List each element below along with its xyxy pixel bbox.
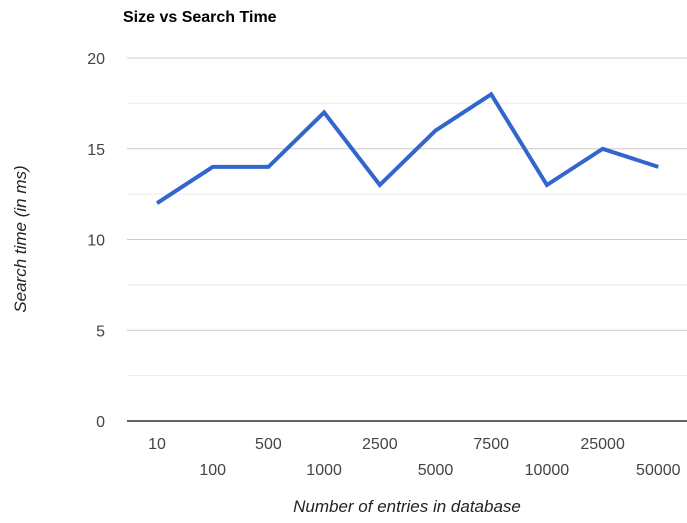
x-axis-title: Number of entries in database	[293, 497, 521, 516]
data-point	[378, 183, 382, 187]
y-tick-label: 20	[87, 51, 105, 68]
data-point	[601, 147, 605, 151]
data-point	[266, 165, 270, 169]
y-tick-label: 0	[96, 414, 105, 431]
x-tick-label: 7500	[473, 436, 509, 453]
series-layer	[155, 91, 660, 205]
x-tick-label: 10	[148, 436, 166, 453]
data-point	[434, 129, 438, 133]
data-point	[211, 165, 215, 169]
gridlines	[127, 57, 687, 422]
data-point	[489, 92, 493, 96]
x-tick-label: 2500	[362, 436, 398, 453]
x-tick-label: 100	[199, 462, 226, 479]
chart-title: Size vs Search Time	[123, 9, 277, 26]
y-tick-label: 10	[87, 233, 105, 250]
data-point	[656, 165, 660, 169]
y-tick-label: 5	[96, 323, 105, 340]
x-tick-label: 50000	[636, 462, 681, 479]
x-tick-label: 10000	[525, 462, 570, 479]
y-axis-ticks: 0 5 10 15 20	[87, 51, 105, 431]
data-point	[155, 201, 159, 205]
series-line	[155, 91, 659, 205]
y-tick-label: 15	[87, 142, 105, 159]
y-axis-title: Search time (in ms)	[11, 165, 30, 312]
x-tick-label: 25000	[580, 436, 625, 453]
x-tick-label: 500	[255, 436, 282, 453]
x-tick-label: 5000	[418, 462, 454, 479]
data-point	[545, 183, 549, 187]
data-point	[322, 110, 326, 114]
x-tick-label: 1000	[306, 462, 342, 479]
x-axis-ticks: 10 100 500 1000 2500 5000 7500 10000 25000 50000	[148, 436, 681, 479]
